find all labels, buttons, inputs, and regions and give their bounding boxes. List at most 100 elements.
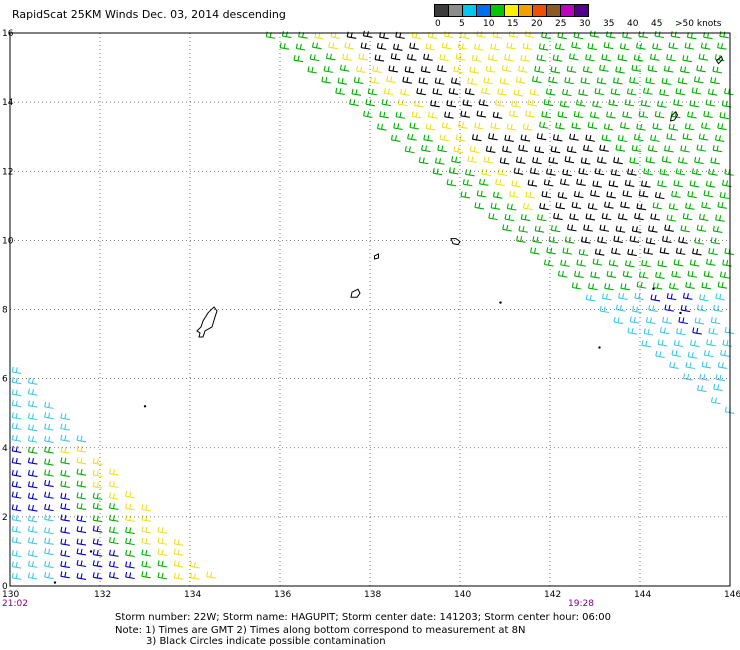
wind-barb bbox=[585, 213, 596, 221]
barb-stroke bbox=[383, 88, 394, 96]
barb-stroke bbox=[27, 549, 38, 558]
wind-barb bbox=[446, 100, 456, 108]
wind-barb bbox=[522, 203, 533, 211]
island-dot bbox=[499, 301, 502, 304]
wind-barb bbox=[659, 168, 670, 176]
wind-barb bbox=[613, 235, 623, 243]
barb-stroke bbox=[515, 76, 526, 84]
wind-barb bbox=[692, 248, 702, 256]
barb-stroke bbox=[671, 270, 681, 278]
barb-stroke bbox=[515, 156, 526, 164]
wind-barb bbox=[655, 271, 665, 279]
barb-stroke bbox=[108, 514, 119, 522]
wind-barb bbox=[11, 445, 22, 453]
wind-barb bbox=[383, 88, 394, 96]
barb-stroke bbox=[631, 64, 642, 72]
barb-stroke bbox=[11, 469, 22, 478]
barb-stroke bbox=[708, 248, 718, 256]
wind-barb bbox=[60, 423, 70, 431]
wind-barb bbox=[307, 66, 318, 74]
wind-barb bbox=[76, 457, 87, 465]
wind-barb bbox=[76, 548, 87, 556]
wind-barb bbox=[571, 282, 582, 290]
wind-barb bbox=[425, 123, 436, 131]
wind-barb bbox=[599, 64, 609, 72]
wind-barb bbox=[76, 515, 87, 523]
wind-barb bbox=[712, 145, 723, 153]
barb-stroke bbox=[635, 42, 646, 50]
wind-barb bbox=[603, 41, 614, 50]
wind-barb bbox=[44, 401, 54, 409]
wind-barb bbox=[703, 110, 713, 118]
barb-stroke bbox=[715, 293, 725, 301]
wind-barb bbox=[76, 480, 87, 488]
barb-stroke bbox=[673, 180, 683, 188]
barb-stroke bbox=[645, 156, 656, 164]
barb-stroke bbox=[27, 446, 38, 454]
wind-barb bbox=[11, 561, 22, 569]
barb-stroke bbox=[311, 42, 322, 50]
wind-barb bbox=[619, 122, 630, 130]
barb-stroke bbox=[409, 122, 420, 130]
wind-barb bbox=[724, 247, 735, 256]
wind-barb bbox=[520, 213, 531, 222]
wind-barb bbox=[677, 156, 688, 165]
barb-stroke bbox=[406, 53, 417, 61]
wind-barb bbox=[390, 134, 401, 142]
barb-stroke bbox=[562, 89, 572, 97]
barb-stroke bbox=[677, 77, 688, 85]
barb-stroke bbox=[92, 572, 103, 580]
barb-stroke bbox=[92, 457, 103, 466]
barb-stroke bbox=[592, 180, 602, 188]
barb-stroke bbox=[446, 179, 457, 187]
wind-barb bbox=[460, 110, 470, 118]
barb-stroke bbox=[603, 201, 614, 209]
barb-stroke bbox=[11, 550, 22, 558]
wind-barb bbox=[611, 247, 621, 255]
lon-tick-label: 138 bbox=[364, 590, 381, 600]
wind-speed-colorbar bbox=[434, 4, 589, 17]
barb-stroke bbox=[701, 361, 712, 369]
barb-stroke bbox=[583, 224, 593, 232]
colorbar-label: 5 bbox=[459, 19, 465, 29]
barb-stroke bbox=[504, 214, 515, 222]
island-outline bbox=[374, 253, 379, 260]
barb-stroke bbox=[592, 100, 602, 108]
barb-stroke bbox=[641, 259, 651, 268]
barb-stroke bbox=[585, 54, 595, 62]
wind-barb bbox=[615, 144, 626, 152]
barb-stroke bbox=[694, 156, 704, 165]
wind-barb bbox=[683, 373, 693, 381]
wind-barb bbox=[27, 435, 38, 443]
barb-stroke bbox=[60, 503, 70, 511]
wind-barb bbox=[560, 259, 570, 267]
barb-stroke bbox=[423, 134, 433, 142]
wind-barb bbox=[689, 259, 700, 267]
wind-barb bbox=[92, 481, 103, 489]
wind-barb bbox=[469, 66, 480, 74]
barb-stroke bbox=[613, 157, 623, 165]
barb-stroke bbox=[648, 225, 658, 233]
wind-barb bbox=[685, 361, 695, 370]
barb-stroke bbox=[615, 144, 626, 152]
barb-stroke bbox=[685, 281, 695, 290]
barb-stroke bbox=[684, 42, 695, 50]
wind-barb bbox=[694, 237, 704, 245]
barb-stroke bbox=[571, 282, 582, 290]
wind-barb bbox=[497, 168, 508, 176]
wind-barb bbox=[701, 201, 711, 210]
wind-barb bbox=[335, 87, 345, 95]
wind-barb bbox=[356, 65, 366, 73]
barb-stroke bbox=[460, 110, 470, 118]
barb-stroke bbox=[60, 526, 70, 534]
wind-barb bbox=[566, 65, 577, 73]
wind-barb bbox=[44, 423, 54, 431]
barb-stroke bbox=[353, 76, 364, 84]
wind-barb bbox=[719, 31, 729, 39]
wind-barb bbox=[337, 77, 348, 85]
barb-stroke bbox=[157, 537, 168, 545]
barb-stroke bbox=[562, 169, 572, 177]
barb-stroke bbox=[629, 235, 640, 243]
barb-stroke bbox=[669, 361, 679, 370]
wind-barb bbox=[490, 122, 501, 130]
